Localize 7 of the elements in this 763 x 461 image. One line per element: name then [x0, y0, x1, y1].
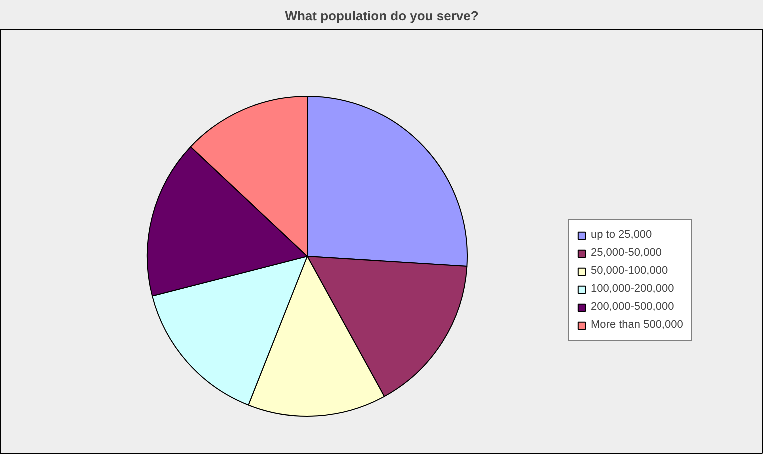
legend-label: More than 500,000	[591, 318, 684, 332]
legend-label: 50,000-100,000	[591, 264, 668, 278]
legend-label: 25,000-50,000	[591, 246, 662, 260]
legend-label: 100,000-200,000	[591, 282, 674, 296]
legend-label: 200,000-500,000	[591, 300, 674, 314]
chart-title: What population do you serve?	[285, 8, 479, 24]
legend-label: up to 25,000	[591, 228, 652, 242]
